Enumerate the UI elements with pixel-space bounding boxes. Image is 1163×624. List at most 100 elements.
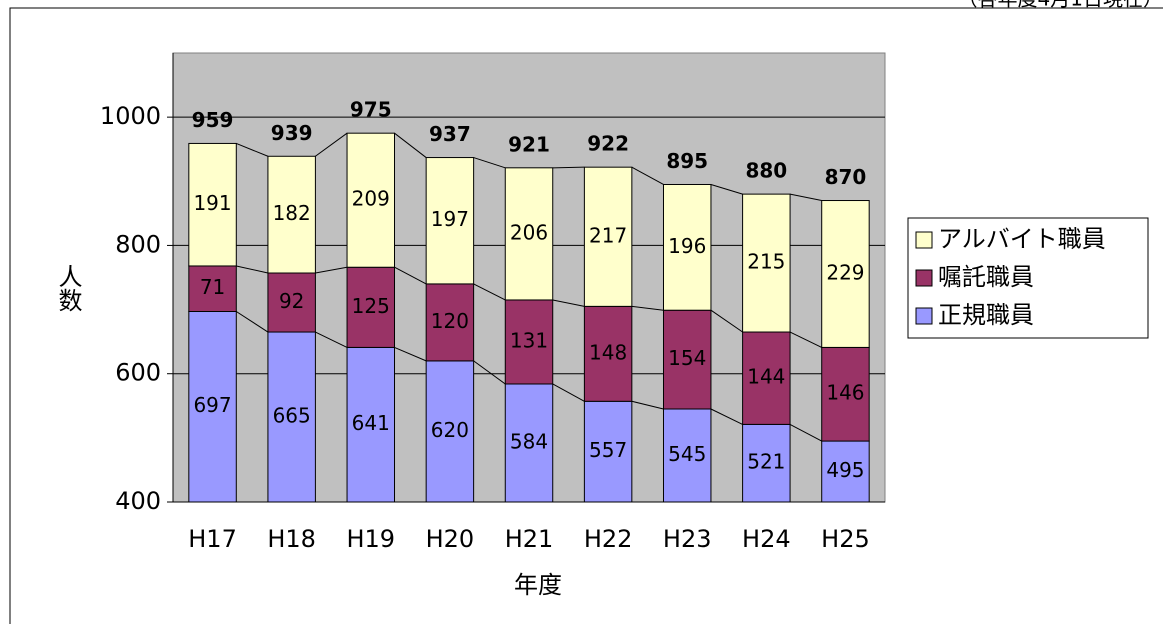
- bar-segment: [504, 299, 554, 385]
- value-label: 144: [747, 365, 785, 389]
- series-line: [710, 184, 743, 195]
- series-line: [394, 346, 427, 362]
- value-label: 182: [273, 201, 311, 225]
- bar-segment: [425, 360, 475, 503]
- legend-swatch: [915, 307, 933, 325]
- value-label: 148: [589, 340, 627, 364]
- total-label: 921: [508, 132, 550, 156]
- series-line: [789, 193, 822, 202]
- bar-segment: [742, 423, 791, 503]
- x-tick-label: H22: [584, 525, 633, 553]
- series-line: [552, 383, 585, 402]
- y-axis-label: 人数: [54, 264, 82, 312]
- chart-subtitle: （各年度4月1日現在）: [958, 0, 1163, 11]
- series-line: [315, 132, 348, 157]
- bar-segment: [821, 200, 870, 348]
- value-label: 191: [193, 191, 231, 215]
- y-tick-label: 800: [115, 230, 161, 258]
- bar-segment: [742, 193, 791, 333]
- x-tick-label: H20: [426, 525, 475, 553]
- value-label: 120: [431, 309, 469, 333]
- value-label: 125: [352, 294, 390, 318]
- x-tick-label: H25: [821, 525, 870, 553]
- legend-label: 嘱託職員: [938, 263, 1034, 291]
- bar-segment: [267, 272, 316, 333]
- x-tick-label: H23: [663, 525, 712, 553]
- value-label: 131: [510, 328, 548, 352]
- series-line: [236, 142, 269, 157]
- total-label: 937: [429, 122, 471, 146]
- value-label: 665: [273, 404, 311, 428]
- x-axis-label: 年度: [514, 571, 562, 599]
- value-label: 196: [668, 234, 706, 258]
- series-line: [394, 132, 427, 158]
- value-label: 641: [352, 411, 390, 435]
- value-label: 71: [200, 275, 225, 299]
- series-line: [789, 331, 822, 348]
- bar-segment: [662, 408, 712, 503]
- value-label: 146: [826, 381, 864, 405]
- bar-segment: [662, 183, 712, 311]
- value-label: 197: [431, 207, 469, 231]
- x-tick-label: H24: [742, 525, 791, 553]
- series-line: [473, 157, 506, 169]
- x-tick-label: H19: [346, 525, 395, 553]
- series-line: [710, 309, 743, 333]
- series-line: [473, 360, 506, 385]
- value-label: 545: [668, 442, 706, 466]
- total-label: 939: [271, 121, 313, 145]
- x-tick-label: H17: [188, 525, 237, 553]
- series-line: [315, 266, 348, 274]
- series-line: [789, 423, 822, 442]
- bar-segment: [425, 283, 475, 362]
- x-tick-label: H21: [505, 525, 554, 553]
- series-line: [552, 166, 585, 169]
- total-label: 880: [745, 159, 787, 183]
- bar-segment: [583, 166, 633, 307]
- bar-segment: [662, 309, 712, 410]
- series-line: [236, 311, 269, 333]
- series-line: [631, 400, 664, 410]
- value-label: 92: [279, 289, 304, 313]
- x-tick-label: H18: [267, 525, 316, 553]
- total-label: 922: [587, 132, 629, 156]
- y-tick-label: 1000: [100, 102, 161, 130]
- legend-swatch: [915, 269, 933, 287]
- series-line: [710, 408, 743, 425]
- y-tick-label: 600: [115, 359, 161, 387]
- bar-segment: [504, 383, 554, 503]
- total-label: 870: [825, 165, 867, 189]
- value-label: 217: [589, 223, 627, 247]
- bar-segment: [583, 400, 633, 503]
- series-line: [473, 283, 506, 301]
- bar-segment: [188, 142, 237, 267]
- bar-segment: [267, 155, 316, 274]
- legend-label: 正規職員: [938, 301, 1034, 329]
- bar-segment: [821, 440, 870, 503]
- series-line: [394, 266, 427, 285]
- series-line: [315, 331, 348, 348]
- series-line: [236, 265, 269, 274]
- value-label: 495: [826, 458, 864, 482]
- value-label: 521: [747, 450, 785, 474]
- legend-swatch: [915, 231, 933, 249]
- bar-segment: [425, 157, 475, 285]
- value-label: 215: [747, 250, 785, 274]
- value-label: 620: [431, 418, 469, 442]
- value-label: 584: [510, 429, 548, 453]
- legend-box: [907, 217, 1149, 339]
- value-label: 697: [193, 393, 231, 417]
- bar-segment: [583, 305, 633, 402]
- series-line: [631, 305, 664, 311]
- total-label: 895: [666, 149, 708, 173]
- series-line: [552, 299, 585, 307]
- value-label: 154: [668, 346, 706, 370]
- bar-segment: [821, 346, 870, 442]
- total-label: 975: [350, 98, 392, 122]
- bar-segment: [346, 266, 396, 348]
- legend-label: アルバイト職員: [938, 225, 1106, 253]
- bar-segment: [267, 331, 316, 503]
- value-label: 229: [826, 260, 864, 284]
- value-label: 209: [352, 187, 390, 211]
